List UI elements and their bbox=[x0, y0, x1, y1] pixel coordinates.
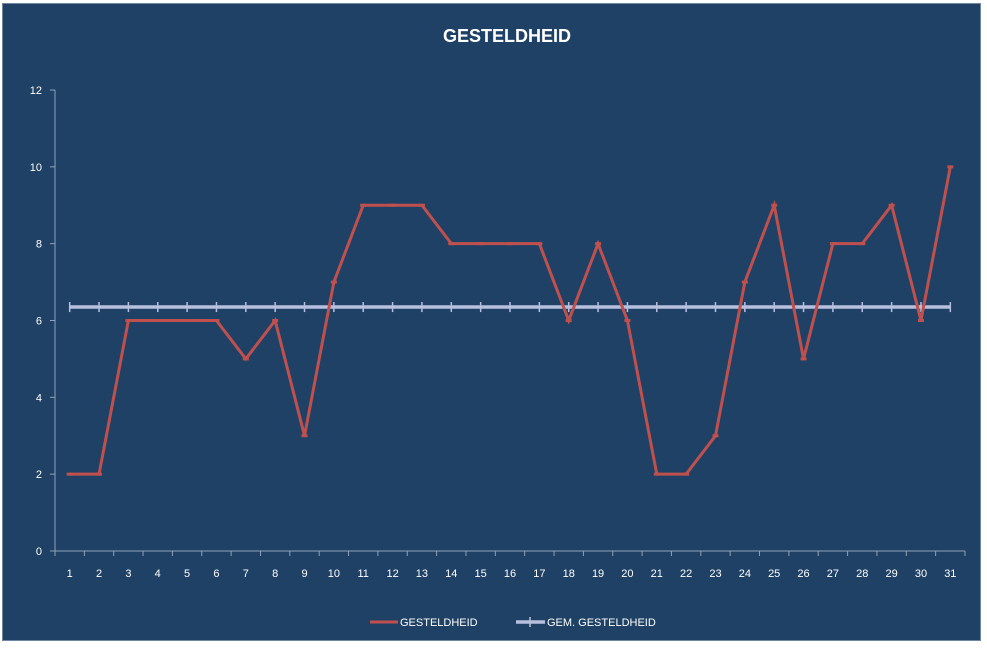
x-tick-label: 12 bbox=[386, 568, 398, 580]
x-tick-label: 25 bbox=[768, 568, 780, 580]
series-layer bbox=[66, 165, 954, 476]
x-tick-label: 17 bbox=[533, 568, 545, 580]
y-tick-label: 2 bbox=[36, 469, 42, 481]
legend-label-gesteldheid: GESTELDHEID bbox=[400, 617, 478, 629]
y-tick-label: 12 bbox=[30, 85, 42, 97]
y-tick-label: 6 bbox=[36, 316, 42, 328]
x-tick-label: 11 bbox=[358, 568, 369, 580]
x-tick-label: 14 bbox=[445, 568, 457, 580]
x-tick-label: 4 bbox=[155, 568, 161, 580]
chart-title: GESTELDHEID bbox=[443, 26, 571, 46]
x-tick-label: 15 bbox=[475, 568, 487, 580]
x-tick-label: 1 bbox=[67, 568, 73, 580]
x-tick-label: 5 bbox=[184, 568, 190, 580]
x-tick-label: 24 bbox=[739, 568, 751, 580]
x-tick-label: 8 bbox=[272, 568, 278, 580]
x-tick-label: 22 bbox=[680, 568, 692, 580]
x-tick-label: 13 bbox=[416, 568, 428, 580]
series-line-gesteldheid bbox=[69, 166, 952, 476]
x-tick-label: 28 bbox=[856, 568, 868, 580]
x-tick-label: 20 bbox=[621, 568, 633, 580]
x-tick-label: 27 bbox=[827, 568, 839, 580]
x-tick-label: 10 bbox=[328, 568, 340, 580]
x-tick-label: 7 bbox=[243, 568, 249, 580]
y-tick-label: 8 bbox=[36, 239, 42, 251]
x-tick-label: 6 bbox=[213, 568, 219, 580]
x-tick-label: 21 bbox=[651, 568, 663, 580]
x-tick-label: 16 bbox=[504, 568, 516, 580]
y-tick-label: 10 bbox=[30, 162, 42, 174]
x-tick-label: 29 bbox=[885, 568, 897, 580]
x-tick-label: 18 bbox=[563, 568, 575, 580]
x-tick-label: 31 bbox=[944, 568, 956, 580]
legend: GESTELDHEID GEM. GESTELDHEID bbox=[370, 617, 656, 629]
x-tick-label: 9 bbox=[301, 568, 307, 580]
legend-label-gem-gesteldheid: GEM. GESTELDHEID bbox=[547, 617, 656, 629]
x-tick-label: 30 bbox=[915, 568, 927, 580]
x-tick-label: 2 bbox=[96, 568, 102, 580]
y-tick-label: 4 bbox=[36, 392, 42, 404]
x-tick-label: 23 bbox=[709, 568, 721, 580]
x-tick-label: 19 bbox=[592, 568, 604, 580]
y-tick-label: 0 bbox=[36, 546, 42, 558]
x-tick-label: 26 bbox=[797, 568, 809, 580]
x-tick-label: 3 bbox=[125, 568, 131, 580]
